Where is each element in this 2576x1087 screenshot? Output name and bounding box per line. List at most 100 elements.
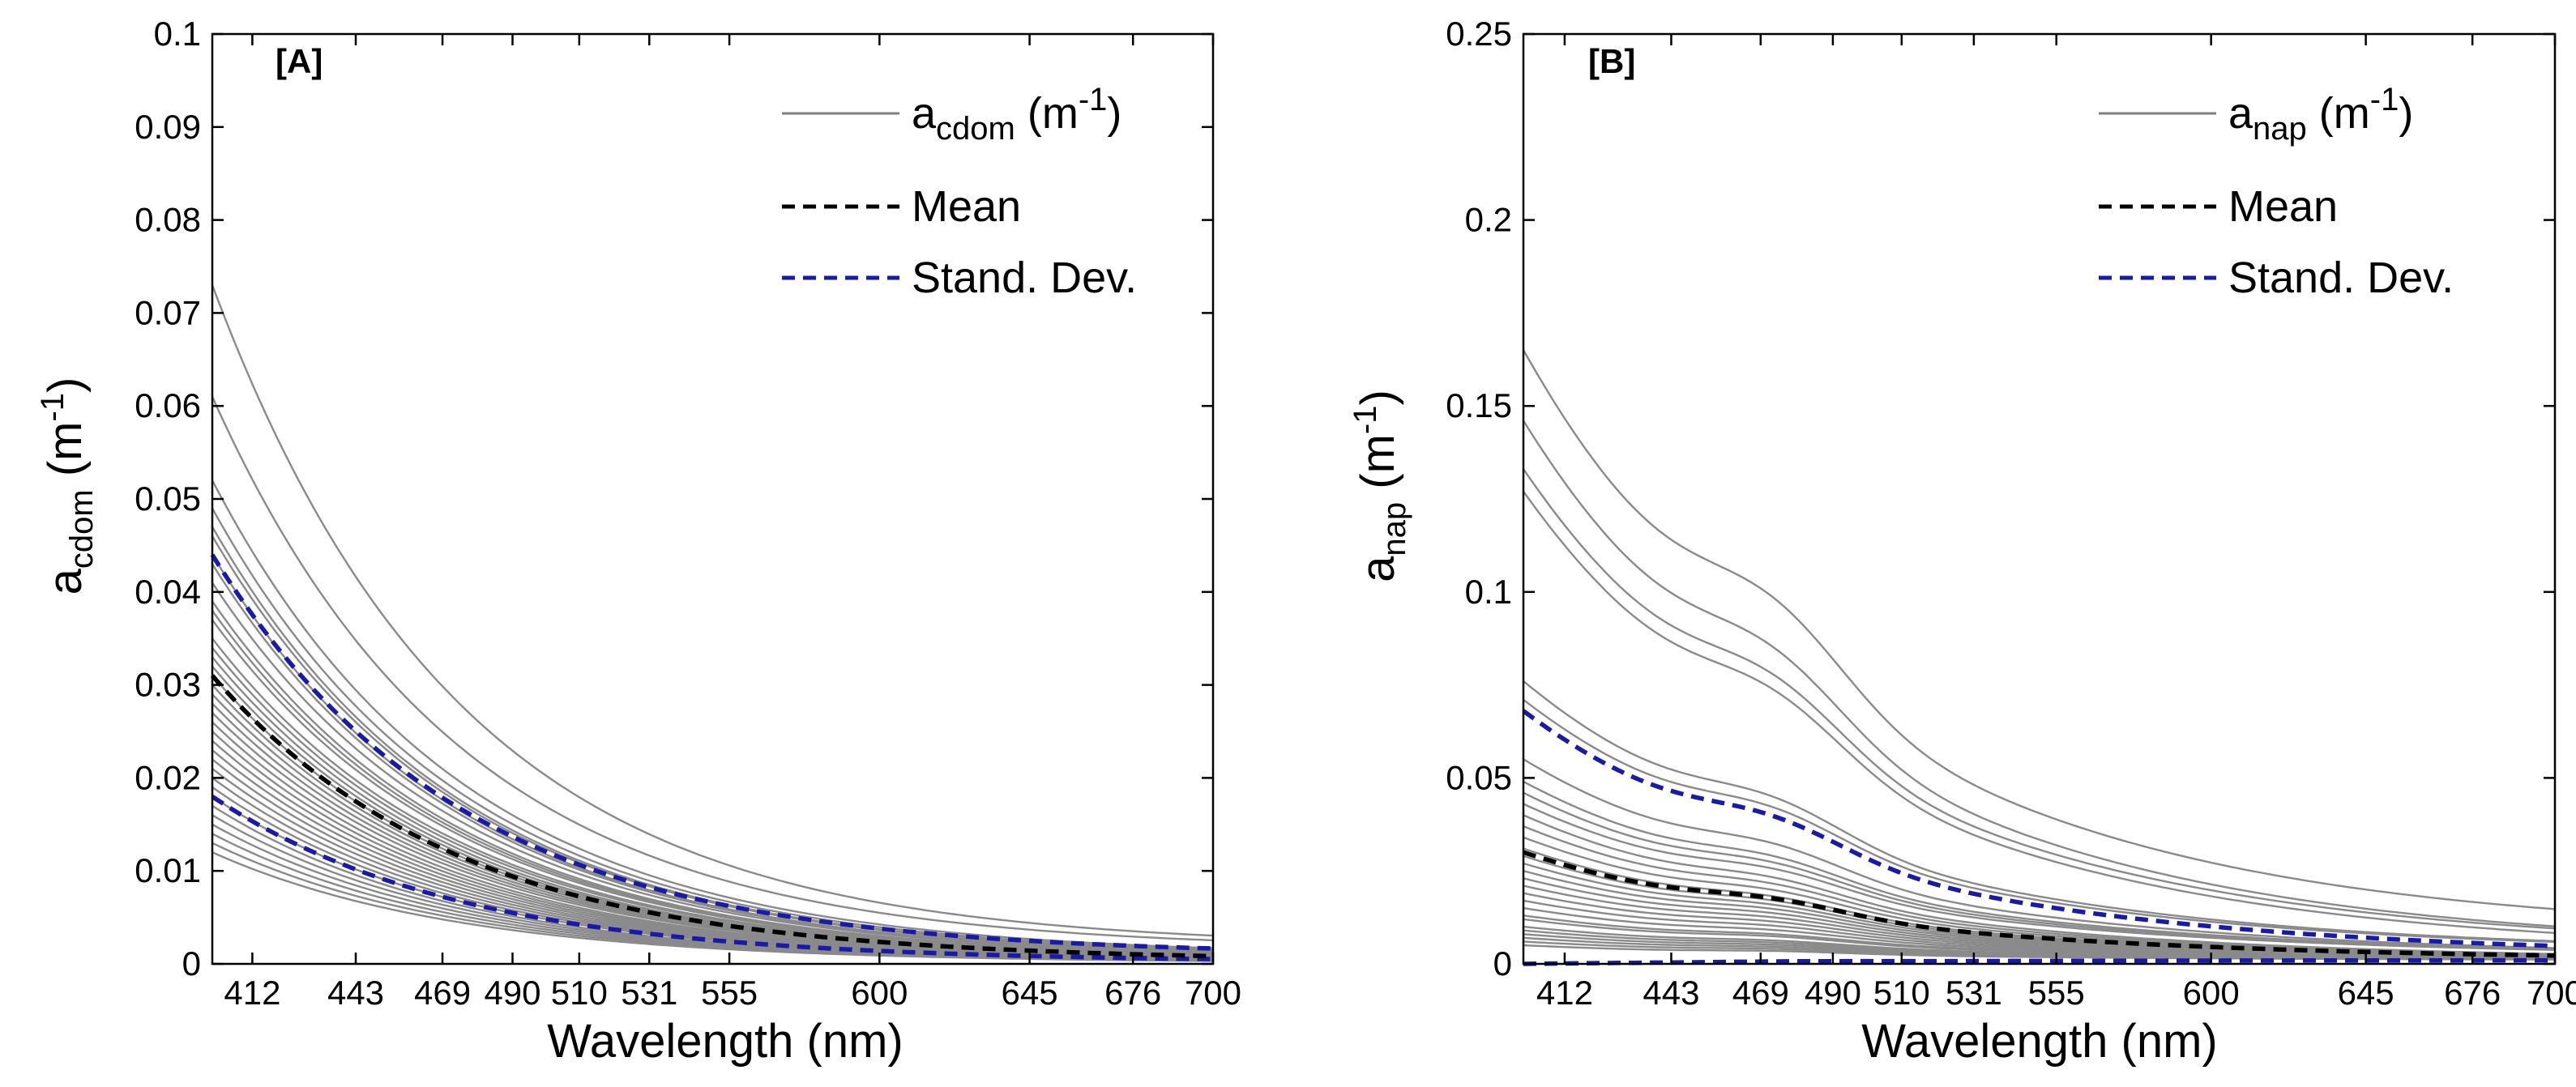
panel-b-y-tick-label: 0.1 [1465, 573, 1512, 611]
panel-b-std-lower-curve [1523, 957, 2555, 966]
panel-b-x-tick-label: 555 [2028, 974, 2085, 1012]
panel-b-sample-curve-5 [1523, 680, 2556, 943]
panel-a-sample-curve-6 [211, 535, 1214, 953]
panel-a-y-tick-label: 0.01 [135, 851, 201, 889]
panel-a-sample-curve-36 [211, 851, 1214, 962]
panel-a-legend-samples-close: ) [1107, 89, 1121, 138]
panel-a-y-tick-label: 0.02 [135, 758, 201, 796]
panel-b-sample-curve-30 [1523, 944, 2555, 961]
panel-a-x-tick-label: 600 [851, 974, 908, 1012]
panel-b-legend-samples-rest: (m [2307, 89, 2370, 138]
panel-b-x-ticks: 412 443 469 490 510 531 555 600 645 676 700 [1536, 34, 2576, 1012]
panel-a-y-tick-label: 0.08 [135, 201, 201, 239]
panel-a-legend-label-samples: acdom (m-1) [912, 82, 1121, 147]
panel-a: 0 0.01 0.02 0.03 0.04 0.05 0.06 0.07 0.08 0.09 0.1… [35, 15, 1241, 1068]
panel-a-y-axis-base: a [39, 568, 92, 595]
panel-b: 0 0.05 0.1 0.15 0.2 0.25 412 443 469 490 510 531 55… [1348, 15, 2576, 1068]
panel-a-sample-curve-30 [211, 795, 1214, 961]
panel-b-legend-label-mean: Mean [2228, 182, 2338, 231]
panel-a-legend-samples-base: a [912, 89, 937, 138]
panel-b-x-axis-title: Wavelength (nm) [1861, 1015, 2217, 1068]
panel-a-legend-label-mean: Mean [912, 182, 1021, 231]
panel-a-x-ticks: 412 443 469 490 510 531 555 600 645 676 700 [224, 34, 1241, 1012]
panel-a-y-tick-label: 0.07 [135, 293, 201, 331]
panel-a-y-tick-label: 0.1 [154, 15, 201, 53]
panel-a-mean-curve [210, 674, 1214, 959]
panel-a-y-tick-label: 0.09 [135, 108, 201, 146]
panel-b-label: [B] [1588, 42, 1635, 80]
panel-a-x-tick-label: 490 [484, 974, 540, 1012]
panel-a-x-tick-label: 676 [1104, 974, 1161, 1012]
panel-b-x-tick-label: 645 [2338, 974, 2394, 1012]
panel-a-y-axis-sup: -1 [35, 393, 70, 422]
panel-b-y-axis-close: ) [1352, 390, 1404, 405]
panel-b-x-tick-label: 469 [1732, 974, 1789, 1012]
panel-b-y-tick-label: 0 [1493, 944, 1512, 983]
panel-a-axes-box [211, 32, 1215, 966]
panel-b-x-tick-label: 443 [1643, 974, 1699, 1012]
panel-b-legend-samples-sub: nap [2253, 111, 2307, 147]
panel-b-sample-curve-3 [1523, 468, 2556, 930]
panel-b-legend-label-samples: anap (m-1) [2228, 82, 2413, 147]
panel-b-y-tick-label: 0.05 [1446, 758, 1512, 796]
panel-a-x-tick-label: 645 [1002, 974, 1058, 1012]
panel-b-y-axis-unit: (m [1352, 434, 1404, 502]
panel-a-x-tick-label: 469 [414, 974, 471, 1012]
panel-b-sample-curve-1 [1522, 349, 2556, 910]
panel-a-y-tick-label: 0.04 [135, 573, 201, 611]
panel-a-legend-samples-sup: -1 [1079, 82, 1108, 117]
panel-b-legend-samples-sup: -1 [2370, 82, 2399, 117]
panel-a-y-tick-label: 0.03 [135, 666, 201, 704]
panel-b-y-axis-sup: -1 [1348, 405, 1383, 434]
panel-a-x-tick-label: 443 [327, 974, 384, 1012]
panel-b-x-tick-label: 510 [1873, 974, 1930, 1012]
panel-b-curves [1522, 349, 2556, 966]
panel-a-axes [211, 32, 1215, 966]
panel-a-label: [A] [276, 42, 323, 80]
panel-a-curves [210, 284, 1214, 962]
panel-b-x-tick-label: 676 [2444, 974, 2501, 1012]
panel-b-y-ticks: 0 0.05 0.1 0.15 0.2 0.25 [1446, 15, 2555, 983]
panel-b-y-tick-label: 0.15 [1446, 386, 1512, 424]
panel-a-x-tick-label: 700 [1185, 974, 1241, 1012]
panel-b-y-axis-sub: nap [1377, 502, 1412, 556]
panel-b-legend-samples-base: a [2228, 89, 2253, 138]
panel-a-x-tick-label: 412 [224, 974, 280, 1012]
panel-a-legend-label-std: Stand. Dev. [912, 254, 1137, 302]
panel-b-sample-curve-4 [1523, 490, 2556, 934]
panel-b-legend-samples-close: ) [2399, 89, 2413, 138]
panel-a-legend: acdom (m-1) Mean Stand. Dev. [782, 82, 1137, 302]
panel-b-legend-label-std: Stand. Dev. [2228, 254, 2454, 302]
panel-a-x-tick-label: 510 [551, 974, 608, 1012]
panel-b-y-tick-label: 0.2 [1465, 201, 1512, 239]
panel-b-x-tick-label: 700 [2527, 974, 2576, 1012]
panel-a-sample-curve-1 [211, 284, 1214, 937]
panel-b-std-upper-curve [1522, 709, 2556, 948]
panel-b-axes [1522, 32, 2557, 966]
panel-a-sample-curve-3 [211, 480, 1214, 949]
panel-b-sample-curve-10 [1523, 803, 2556, 951]
panel-a-sample-curve-2 [211, 396, 1214, 942]
panel-b-x-tick-label: 531 [1946, 974, 2002, 1012]
panel-b-y-axis-title: anap (m-1) [1348, 390, 1412, 582]
panel-a-x-axis-title: Wavelength (nm) [547, 1015, 903, 1068]
panel-a-x-tick-label: 555 [701, 974, 758, 1012]
panel-b-y-axis-base: a [1352, 556, 1404, 582]
panel-a-x-tick-label: 531 [621, 974, 677, 1012]
panel-a-y-ticks: 0 0.01 0.02 0.03 0.04 0.05 0.06 0.07 0.08 0.09 0.1 [135, 15, 1213, 983]
panel-b-y-tick-label: 0.25 [1446, 15, 1512, 53]
panel-b-x-tick-label: 412 [1536, 974, 1593, 1012]
panel-a-sample-curve-12 [211, 619, 1214, 956]
panel-a-y-axis-close: ) [39, 377, 92, 393]
panel-a-y-axis-unit: (m [39, 422, 92, 490]
panel-b-sample-curve-6 [1523, 698, 2556, 943]
panel-a-y-tick-label: 0.05 [135, 480, 201, 518]
panel-a-legend-samples-rest: (m [1015, 89, 1079, 138]
panel-a-std-upper-curve [210, 553, 1214, 951]
panel-a-y-tick-label: 0 [182, 944, 201, 983]
panel-a-y-axis-sub: cdom [64, 489, 100, 569]
panel-b-x-tick-label: 490 [1805, 974, 1861, 1012]
panel-a-legend-samples-sub: cdom [936, 111, 1015, 147]
panel-b-x-tick-label: 600 [2183, 974, 2240, 1012]
panel-a-y-axis-title: acdom (m-1) [35, 377, 100, 595]
